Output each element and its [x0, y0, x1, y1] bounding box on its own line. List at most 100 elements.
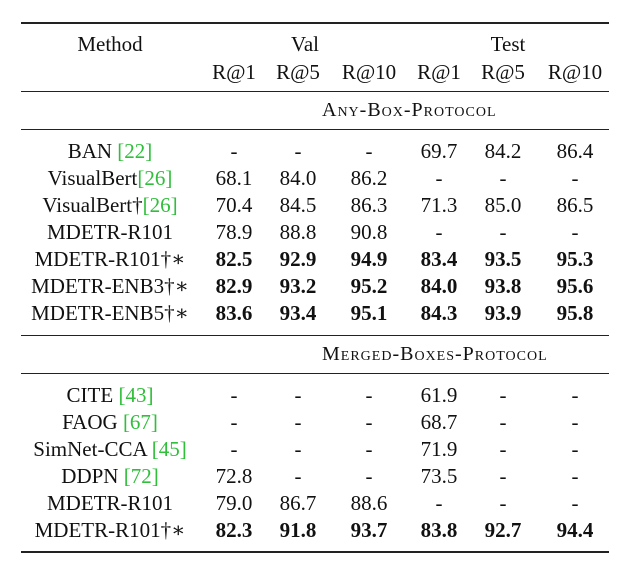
metric-value: 86.7	[279, 491, 317, 515]
top-rule	[21, 22, 609, 24]
metric-value: 93.5	[484, 247, 522, 271]
table-row: MDETR-R101 78.9 88.8 90.8 - - -	[0, 220, 621, 247]
metric-value: -	[571, 437, 579, 461]
metric-value: 83.6	[215, 301, 253, 325]
metric-value: -	[499, 383, 507, 407]
method-name: VisualBert†[26]	[42, 193, 177, 218]
metric-value: -	[365, 139, 373, 163]
metric-header: R@5	[481, 60, 525, 84]
table-row: CITE [43] - - - 61.9 - -	[0, 383, 621, 410]
method-label: MDETR-ENB5†∗	[31, 301, 189, 325]
metric-value: 68.7	[420, 410, 458, 434]
bottom-rule	[21, 551, 609, 553]
metric-value: -	[365, 410, 373, 434]
method-name: MDETR-ENB5†∗	[31, 301, 189, 326]
metric-value: 94.9	[350, 247, 388, 271]
method-label: MDETR-R101†∗	[34, 247, 186, 271]
metric-value: 93.4	[279, 301, 317, 325]
table-row: MDETR-ENB5†∗ 83.6 93.4 95.1 84.3 93.9 95.8	[0, 301, 621, 328]
citation-link[interactable]: [67]	[122, 410, 158, 434]
citation-link[interactable]: [26]	[137, 166, 173, 190]
metric-value: -	[571, 166, 579, 190]
metric-value: 95.2	[350, 274, 388, 298]
metric-value: -	[294, 437, 302, 461]
metric-value: 68.1	[215, 166, 253, 190]
method-name: MDETR-R101†∗	[35, 518, 186, 543]
metric-value: 90.8	[350, 220, 388, 244]
metric-value: 82.9	[215, 274, 253, 298]
table-row: MDETR-ENB3†∗ 82.9 93.2 95.2 84.0 93.8 95.6	[0, 274, 621, 301]
metric-header: R@1	[212, 60, 256, 84]
metric-value: 86.3	[350, 193, 388, 217]
metric-value: -	[294, 410, 302, 434]
method-label: MDETR-ENB3†∗	[31, 274, 189, 298]
metric-value: 95.6	[556, 274, 594, 298]
section-rule	[21, 373, 609, 374]
metric-value: 84.0	[279, 166, 317, 190]
metric-value: 92.9	[279, 247, 317, 271]
metric-value: 82.3	[215, 518, 253, 542]
method-name: SimNet-CCA [45]	[33, 437, 186, 462]
metric-value: 72.8	[215, 464, 253, 488]
metric-value: -	[230, 437, 238, 461]
method-label: BAN	[67, 139, 118, 163]
metric-value: 84.0	[420, 274, 458, 298]
header-rule	[21, 91, 609, 92]
metric-value: 88.6	[350, 491, 388, 515]
metric-value: -	[230, 139, 238, 163]
table-row: MDETR-R101 79.0 86.7 88.6 - - -	[0, 491, 621, 518]
metric-value: 93.8	[484, 274, 522, 298]
metric-value: -	[571, 491, 579, 515]
metric-value: -	[499, 410, 507, 434]
metric-value: 71.3	[420, 193, 458, 217]
method-label: SimNet-CCA	[33, 437, 152, 461]
metric-value: -	[571, 220, 579, 244]
metric-value: 84.3	[420, 301, 458, 325]
metric-value: 92.7	[484, 518, 522, 542]
protocol-label-merged-boxes: Merged-Boxes-Protocol	[322, 343, 548, 365]
metric-value: -	[499, 220, 507, 244]
metric-value: 82.5	[215, 247, 253, 271]
metric-value: 70.4	[215, 193, 253, 217]
citation-link[interactable]: [43]	[118, 383, 154, 407]
method-name: DDPN [72]	[61, 464, 158, 489]
metric-value: 85.0	[484, 193, 522, 217]
metric-value: 93.2	[279, 274, 317, 298]
metric-value: 83.8	[420, 518, 458, 542]
metric-value: -	[435, 220, 443, 244]
method-name: MDETR-R101	[47, 491, 173, 516]
metric-value: 71.9	[420, 437, 458, 461]
metric-value: -	[294, 464, 302, 488]
metric-value: 83.4	[420, 247, 458, 271]
metric-value: -	[571, 383, 579, 407]
metric-value: -	[294, 139, 302, 163]
method-header: Method	[77, 32, 143, 56]
metric-value: 93.9	[484, 301, 522, 325]
table-row: VisualBert†[26] 70.4 84.5 86.3 71.3 85.0 86.5	[0, 193, 621, 220]
metric-value: -	[435, 491, 443, 515]
citation-link[interactable]: [45]	[151, 437, 187, 461]
metric-header: R@5	[276, 60, 320, 84]
section-rule	[21, 129, 609, 130]
metric-value: 91.8	[279, 518, 317, 542]
metric-value: 84.5	[279, 193, 317, 217]
method-label: MDETR-R101	[47, 491, 173, 515]
metric-value: -	[365, 464, 373, 488]
method-name: VisualBert[26]	[48, 166, 173, 191]
metric-value: -	[499, 166, 507, 190]
metric-value: 94.4	[556, 518, 594, 542]
metric-value: -	[499, 437, 507, 461]
citation-link[interactable]: [72]	[123, 464, 159, 488]
metric-value: 95.8	[556, 301, 594, 325]
method-label: DDPN	[61, 464, 124, 488]
citation-link[interactable]: [26]	[142, 193, 178, 217]
metric-value: 95.1	[350, 301, 388, 325]
citation-link[interactable]: [22]	[117, 139, 153, 163]
metric-value: 69.7	[420, 139, 458, 163]
table-row: FAOG [67] - - - 68.7 - -	[0, 410, 621, 437]
metric-value: -	[294, 383, 302, 407]
metric-value: -	[499, 491, 507, 515]
metric-value: 86.5	[556, 193, 594, 217]
metric-value: -	[230, 410, 238, 434]
